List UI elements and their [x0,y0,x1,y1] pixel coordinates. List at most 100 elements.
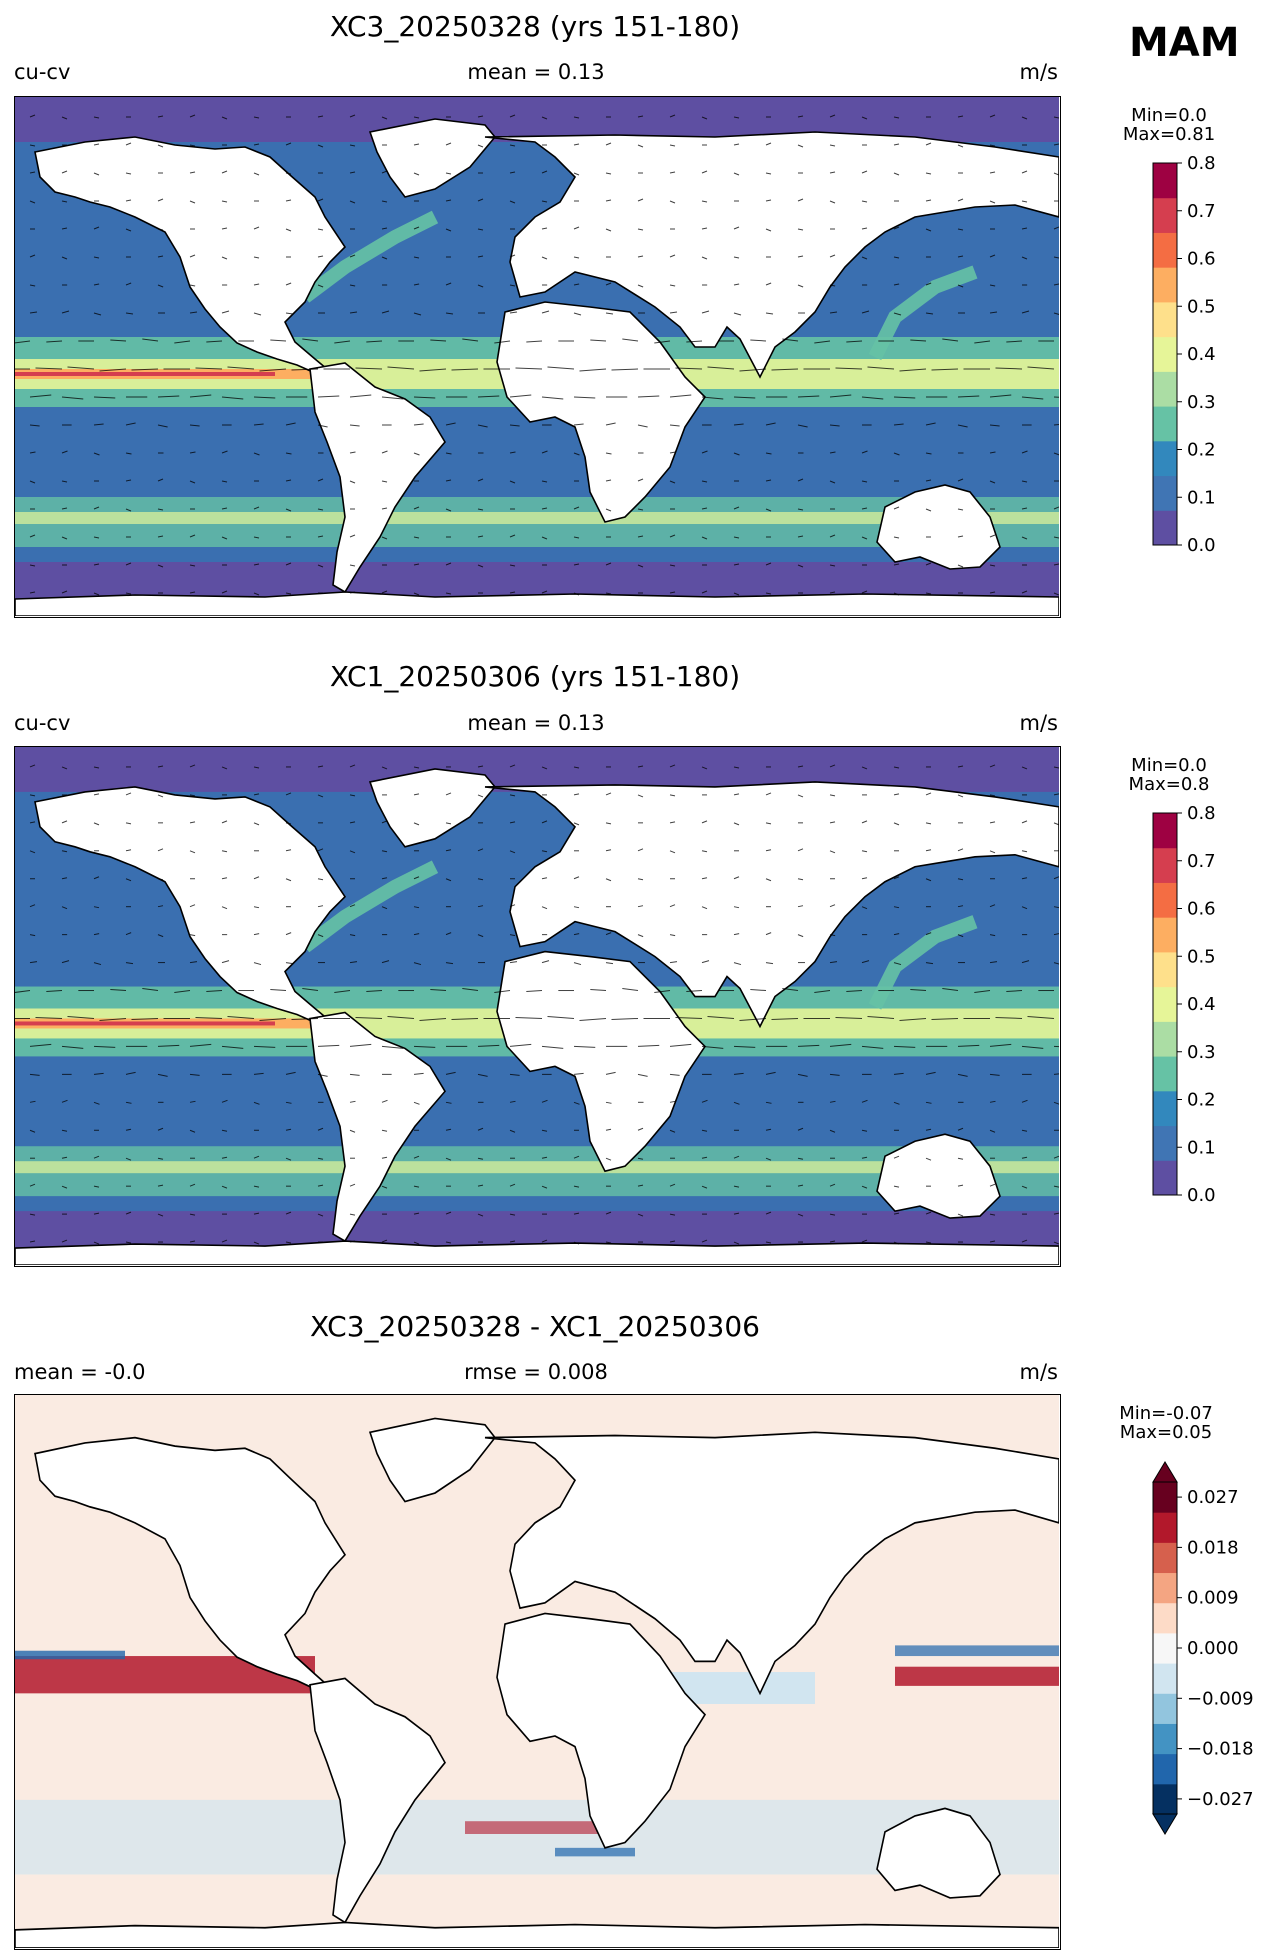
velocity-arrow [1021,256,1028,260]
velocity-arrow [1053,933,1059,936]
velocity-arrow [125,142,132,146]
velocity-arrow [61,820,68,824]
velocity-arrow [861,1099,868,1103]
velocity-arrow [61,1239,68,1243]
velocity-arrow [157,1044,180,1047]
velocity-arrow [605,562,612,566]
velocity-arrow [669,311,678,314]
velocity-arrow [477,115,484,118]
velocity-arrow [861,310,870,314]
velocity-arrow [1053,283,1059,286]
velocity-arrow [413,1185,420,1188]
colorbar-segment [1153,1632,1177,1664]
velocity-arrow [771,1017,799,1020]
velocity-arrow [302,988,319,992]
gulf-stream [300,860,439,953]
velocity-arrow [221,200,228,203]
velocity-arrow [29,311,38,314]
velocity-arrow [285,312,294,315]
velocity-arrow [93,1072,104,1075]
velocity-arrow [829,1213,836,1216]
velocity-arrow [509,144,516,147]
velocity-arrow [189,254,196,258]
velocity-arrow [1006,990,1023,993]
velocity-arrow [93,396,116,399]
velocity-arrow [125,228,132,232]
velocity-arrow [573,1072,584,1075]
velocity-arrow [1053,1101,1059,1105]
velocity-arrow [413,1212,420,1215]
velocity-arrow [285,562,292,566]
velocity-arrow [893,933,900,936]
velocity-arrow [317,1044,340,1047]
velocity-arrow [125,932,132,936]
velocity-arrow [253,1185,260,1188]
velocity-arrow [221,1045,244,1049]
velocity-arrow [925,562,932,566]
velocity-arrow [669,1043,692,1047]
velocity-arrow [61,450,68,454]
velocity-arrow [413,143,420,146]
velocity-arrow [925,142,932,146]
velocity-arrow [1053,592,1059,596]
velocity-arrow [1053,822,1059,826]
velocity-arrow [494,990,511,994]
velocity-arrow [605,172,612,175]
velocity-arrow [29,934,36,937]
velocity-arrow [125,1128,132,1131]
velocity-arrow [189,934,196,937]
velocity-arrow [899,1017,927,1021]
velocity-arrow [989,284,996,287]
velocity-arrow [285,172,292,175]
velocity-arrow [509,850,516,854]
colorbar-segment [1153,1723,1177,1755]
velocity-arrow [381,877,388,880]
velocity-arrow [989,1043,1012,1047]
velocity-arrow [739,368,767,372]
arctic-band [15,747,1059,792]
velocity-arrow [285,1128,292,1131]
velocity-arrow [1021,906,1028,910]
velocity-arrow [445,822,452,825]
panel-3-title: XC3_20250328 - XC1_20250306 [310,1310,760,1343]
velocity-arrow [605,932,612,936]
velocity-arrow [93,312,102,316]
velocity-arrow [861,1156,868,1159]
velocity-arrow [669,934,676,937]
velocity-arrow [797,1157,804,1160]
velocity-arrow [189,311,198,314]
velocity-arrow [317,535,324,538]
velocity-arrow [317,144,324,148]
velocity-arrow [829,1183,836,1187]
velocity-arrow [861,1129,868,1132]
velocity-arrow [189,1100,196,1103]
velocity-arrow [765,199,772,202]
velocity-arrow [573,116,580,119]
velocity-arrow [413,592,420,596]
velocity-arrow [349,480,356,484]
velocity-arrow [221,256,228,260]
velocity-arrow [669,904,676,908]
velocity-arrow [515,1016,543,1019]
velocity-arrow [509,534,516,538]
velocity-arrow [253,396,276,399]
velocity-arrow [509,171,516,174]
velocity-arrow [509,591,516,594]
velocity-arrow [221,960,230,964]
velocity-arrow [893,1101,900,1105]
colorbar-segment [1153,951,1177,988]
velocity-arrow [61,170,68,174]
velocity-arrow [669,424,680,427]
velocity-arrow [893,116,900,119]
velocity-arrow [381,396,404,400]
velocity-arrow [541,1129,548,1132]
velocity-arrow [413,563,420,566]
velocity-arrow [61,766,68,770]
velocity-arrow [675,1016,703,1019]
velocity-arrow [221,1129,228,1132]
velocity-arrow [771,368,799,371]
panel-1-field-label: cu-cv [14,60,71,84]
velocity-arrow [157,535,164,538]
velocity-arrow [189,904,196,908]
velocity-arrow [157,228,164,231]
